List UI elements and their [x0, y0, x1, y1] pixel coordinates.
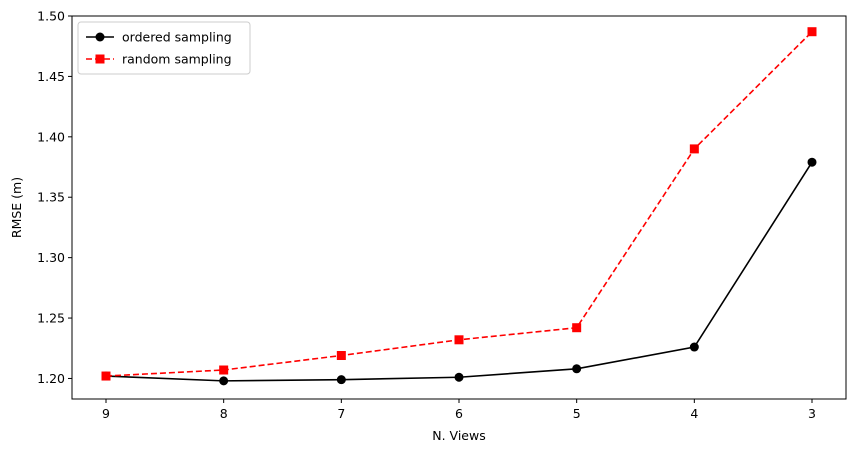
x-tick-label: 6: [455, 406, 463, 421]
x-tick-label: 5: [573, 406, 581, 421]
y-tick-label: 1.25: [37, 311, 65, 326]
data-point-1: [572, 364, 582, 374]
series-line-1: [105, 161, 813, 382]
y-tick-label: 1.50: [37, 9, 65, 24]
x-tick-label: 7: [337, 406, 345, 421]
data-point-1: [219, 376, 229, 386]
data-point-2: [219, 365, 229, 375]
data-point-2: [454, 335, 464, 345]
data-point-2: [336, 351, 346, 361]
legend-marker-2: [95, 54, 105, 64]
x-tick-label: 3: [808, 406, 816, 421]
y-tick-label: 1.20: [37, 371, 65, 386]
plot-area: 9 8 7 6 5 4 3 1.20 1.25 1.30 1.35 1.40 1.45 1.50 order…: [37, 9, 847, 421]
legend-marker-1: [95, 32, 105, 42]
y-axis-label: RMSE (m): [9, 177, 24, 238]
data-point-2: [572, 323, 582, 333]
data-point-2: [807, 27, 817, 37]
data-point-2: [689, 144, 699, 154]
legend-label-1: ordered sampling: [122, 30, 232, 45]
y-tick-label: 1.40: [37, 129, 65, 144]
y-tick-label: 1.45: [37, 69, 65, 84]
data-point-1: [689, 342, 699, 352]
data-point-1: [454, 372, 464, 382]
x-tick-label: 4: [690, 406, 698, 421]
data-point-1: [807, 157, 817, 167]
data-point-2: [101, 371, 111, 381]
legend-box: [77, 21, 251, 75]
x-axis-label: N. Views: [432, 428, 485, 443]
legend-label-2: random sampling: [122, 52, 232, 67]
x-tick-label: 9: [102, 406, 110, 421]
data-point-1: [336, 375, 346, 385]
series-line-2: [105, 31, 813, 377]
y-tick-label: 1.35: [37, 190, 65, 205]
y-tick-label: 1.30: [37, 250, 65, 265]
x-tick-label: 8: [220, 406, 228, 421]
